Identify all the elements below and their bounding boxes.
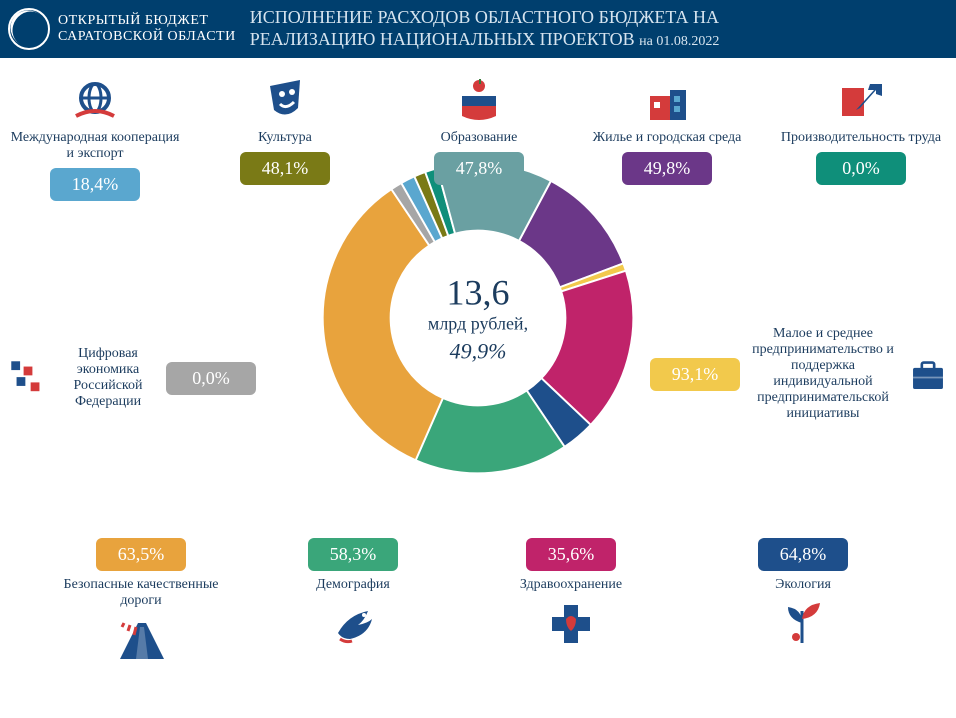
project-card: 58,3% Демография	[268, 538, 438, 653]
project-label: Международная кооперация и экспорт	[10, 130, 180, 162]
logo-line1: ОТКРЫТЫЙ БЮДЖЕТ	[58, 13, 236, 29]
pct-badge: 35,6%	[526, 538, 616, 571]
arrow-icon	[836, 76, 886, 126]
project-card-right: 93,1%Малое и среднее предпринимательство…	[650, 326, 950, 423]
road-icon	[116, 615, 166, 665]
center-pct: 49,9%	[428, 339, 528, 365]
project-label: Цифровая экономика Российской Федерации	[58, 346, 158, 410]
digital-icon	[6, 356, 50, 400]
mask-icon	[260, 76, 310, 126]
title-line2: РЕАЛИЗАЦИЮ НАЦИОНАЛЬНЫХ ПРОЕКТОВ	[250, 29, 635, 49]
logo-line2: САРАТОВСКОЙ ОБЛАСТИ	[58, 29, 236, 45]
center-unit: млрд рублей,	[428, 314, 528, 335]
pct-badge: 58,3%	[308, 538, 398, 571]
project-card-left: Цифровая экономика Российской Федерации0…	[6, 346, 256, 410]
project-card: 63,5% Безопасные качественные дороги	[56, 538, 226, 669]
title-line1: ИСПОЛНЕНИЕ РАСХОДОВ ОБЛАСТНОГО БЮДЖЕТА Н…	[250, 7, 719, 27]
project-card: 64,8% Экология	[718, 538, 888, 653]
chart-center: 13,6 млрд рублей, 49,9%	[428, 272, 528, 365]
project-label: Малое и среднее предпринимательство и по…	[748, 326, 898, 423]
project-card: Производительность труда 0,0%	[776, 76, 946, 185]
briefcase-icon	[906, 352, 950, 396]
leaf-icon	[778, 599, 828, 649]
pct-badge: 63,5%	[96, 538, 186, 571]
pct-badge: 93,1%	[650, 358, 740, 391]
pct-badge: 0,0%	[816, 152, 906, 185]
house-icon	[642, 76, 692, 126]
project-card: Культура 48,1%	[200, 76, 370, 185]
title-date: 01.08.2022	[656, 34, 719, 49]
project-label: Производительность труда	[781, 130, 941, 146]
header: ОТКРЫТЫЙ БЮДЖЕТ САРАТОВСКОЙ ОБЛАСТИ ИСПО…	[0, 0, 956, 58]
project-label: Жилье и городская среда	[593, 130, 742, 146]
project-label: Экология	[775, 577, 831, 593]
pct-badge: 48,1%	[240, 152, 330, 185]
pct-badge: 0,0%	[166, 362, 256, 395]
medical-icon	[546, 599, 596, 649]
pct-badge: 47,8%	[434, 152, 524, 185]
center-value: 13,6	[428, 272, 528, 314]
logo-text: ОТКРЫТЫЙ БЮДЖЕТ САРАТОВСКОЙ ОБЛАСТИ	[58, 13, 236, 45]
project-label: Безопасные качественные дороги	[56, 577, 226, 609]
pct-badge: 49,8%	[622, 152, 712, 185]
pct-badge: 64,8%	[758, 538, 848, 571]
project-card: Образование 47,8%	[394, 76, 564, 185]
pct-badge: 18,4%	[50, 168, 140, 201]
dove-icon	[328, 599, 378, 649]
project-card: Жилье и городская среда 49,8%	[582, 76, 752, 185]
globe-icon	[70, 76, 120, 126]
project-card: Международная кооперация и экспорт 18,4%	[10, 76, 180, 201]
project-card: 35,6% Здравоохранение	[486, 538, 656, 653]
logo-block: ОТКРЫТЫЙ БЮДЖЕТ САРАТОВСКОЙ ОБЛАСТИ	[8, 8, 236, 50]
title-date-prefix: на	[639, 34, 656, 49]
project-label: Демография	[316, 577, 390, 593]
book-icon	[454, 76, 504, 126]
project-label: Культура	[258, 130, 312, 146]
logo-icon	[8, 8, 50, 50]
content: 13,6 млрд рублей, 49,9% Международная ко…	[0, 58, 956, 718]
project-label: Образование	[441, 130, 518, 146]
donut-chart: 13,6 млрд рублей, 49,9%	[313, 153, 643, 483]
header-title: ИСПОЛНЕНИЕ РАСХОДОВ ОБЛАСТНОГО БЮДЖЕТА Н…	[250, 7, 948, 50]
project-label: Здравоохранение	[520, 577, 622, 593]
